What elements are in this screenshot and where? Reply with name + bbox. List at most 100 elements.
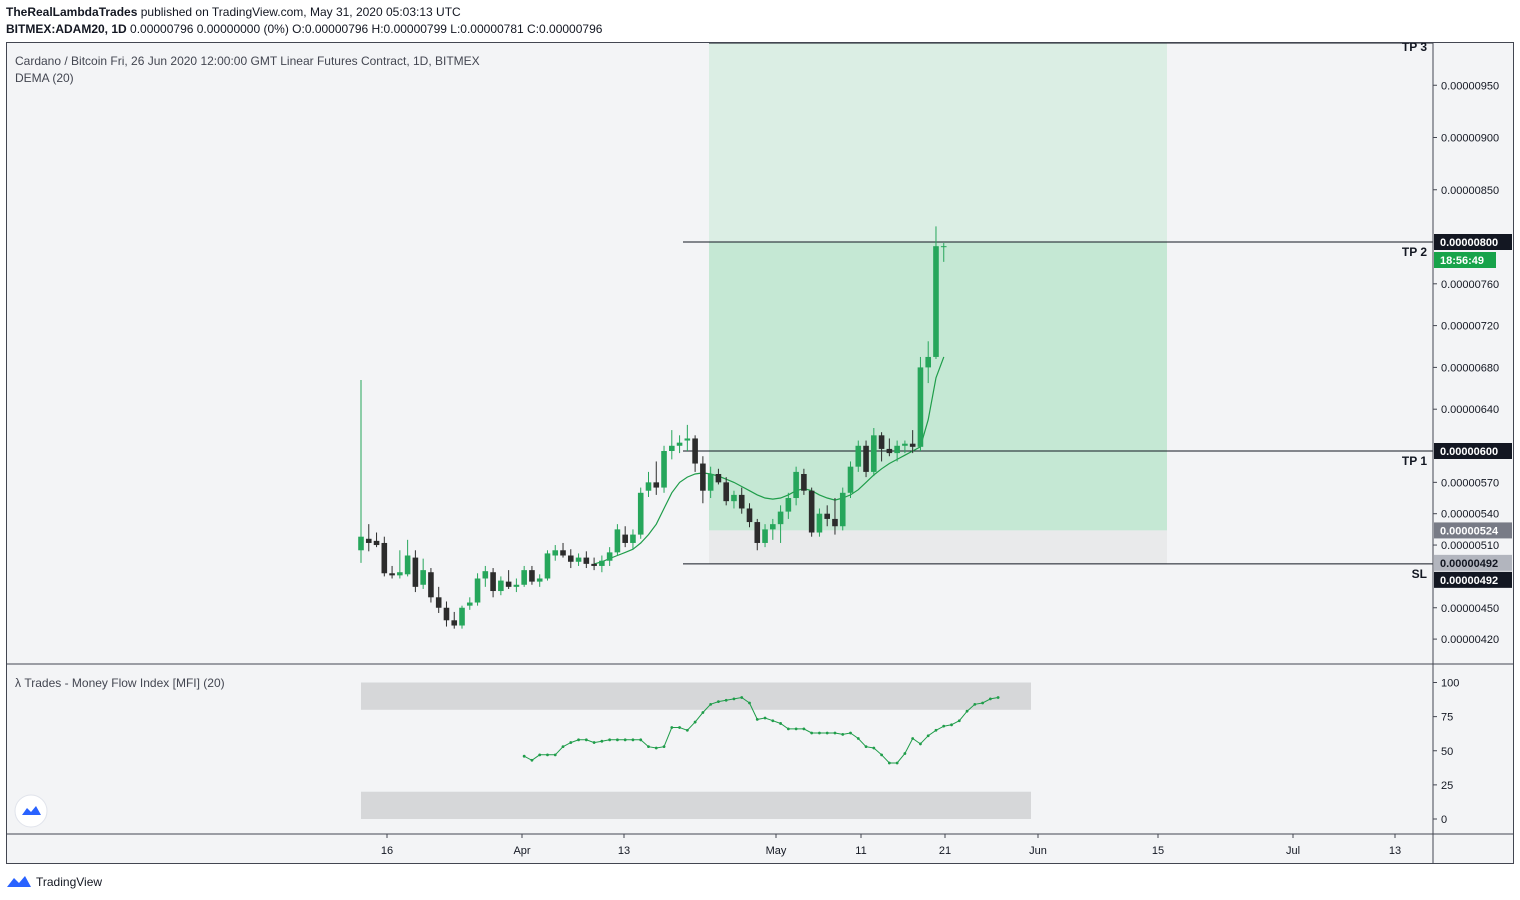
candle [637,487,644,539]
price-tick-label: 0.00000510 [1441,540,1499,552]
candle-body [474,578,481,603]
mfi-point [763,716,767,720]
mfi-oversold-band [361,791,1031,819]
candle-body [661,451,667,488]
chart-container[interactable]: TP 3 TP 2 TP 1 SL 0.00000950 0.00000900 0.000… [6,42,1514,864]
mfi-point [973,702,977,706]
candle [661,445,667,493]
candle-body [653,482,660,488]
candle [933,226,939,360]
mfi-point [662,745,666,749]
candle [770,518,776,540]
candle-body [358,536,364,551]
candle [878,432,885,462]
candle [443,601,450,627]
candle-body [389,573,395,576]
candle-body [622,534,628,543]
candle [700,456,706,504]
mfi-point [584,738,588,742]
tp2-price-tag-bg [1434,234,1512,250]
mfi-point [717,700,720,704]
publisher-name[interactable]: TheRealLambdaTrades [6,5,138,19]
candle-body [878,435,885,449]
mfi-point [616,738,619,742]
sl-price-tag-2-bg [1434,571,1512,588]
candle [653,461,660,495]
candle-body [669,445,675,451]
candle-body [871,435,877,472]
candle-body [785,498,792,512]
candle [692,435,698,472]
mfi-point [833,731,837,735]
mfi-point [794,727,798,731]
candle-body [412,557,419,587]
candle [816,508,823,537]
time-tick-label: 21 [939,845,951,857]
mfi-point [926,734,930,738]
mfi-point [724,698,728,702]
mfi-point [903,752,907,755]
price-tick-label: 0.00000720 [1441,321,1499,333]
time-tick-label: 15 [1152,845,1164,857]
candle [645,471,652,497]
candle [365,524,372,552]
candle [894,440,900,462]
mfi-point [825,731,829,735]
candle [435,586,442,613]
chart-canvas[interactable]: TP 3 TP 2 TP 1 SL 0.00000950 0.00000900 0.000… [7,43,1513,863]
candle-body [793,471,799,499]
candle [505,570,512,589]
tp1-price-tag: 0.00000600 [1434,443,1512,459]
mfi-point [988,697,992,701]
candle-body [606,552,613,561]
symbol-line: BITMEX:ADAM20, 1D 0.00000796 0.00000000 … [6,22,602,36]
tp1-price-tag-bg [1434,443,1512,459]
candle-body [770,524,776,530]
candle [669,430,675,460]
candle [746,503,753,528]
mfi-point [639,738,643,742]
candle [459,605,465,629]
candle-body [490,572,496,592]
footer-brand[interactable]: TradingView [36,875,103,889]
time-tick-label: 13 [1389,845,1401,857]
candle-body [513,584,520,587]
candle [630,529,636,550]
mfi-point [755,717,759,721]
mfi-point [965,709,969,713]
countdown-tag-bg [1434,252,1496,268]
candle-body [917,367,924,447]
candle [552,545,559,561]
mfi-point [810,731,814,735]
mfi-point [895,761,899,765]
candle-body [886,448,893,454]
candle-body [902,443,908,446]
candle [606,547,613,566]
candle-body [762,529,768,543]
candle [560,542,566,558]
candle [389,565,395,579]
candle [731,490,737,509]
candle-body [544,553,551,579]
candle [358,379,364,563]
candle-body [443,607,450,621]
mfi-point [546,753,549,757]
candle [575,553,582,566]
candle-body [637,492,644,535]
candle [599,555,605,573]
candle [412,550,419,593]
candle-body [451,620,458,626]
price-tick-label: 0.00000570 [1441,477,1499,489]
candle [381,536,388,577]
candle-body [599,560,605,566]
candle-body [591,563,597,566]
mfi-point [849,731,852,735]
candle [498,576,504,596]
candle-body [365,538,372,543]
entry-price-tag: 0.00000524 [1434,522,1512,539]
candle [871,428,877,477]
candle [855,440,862,472]
mfi-tick-label: 25 [1441,780,1453,792]
mfi-point [530,758,534,762]
mfi-tick-label: 0 [1441,814,1447,826]
